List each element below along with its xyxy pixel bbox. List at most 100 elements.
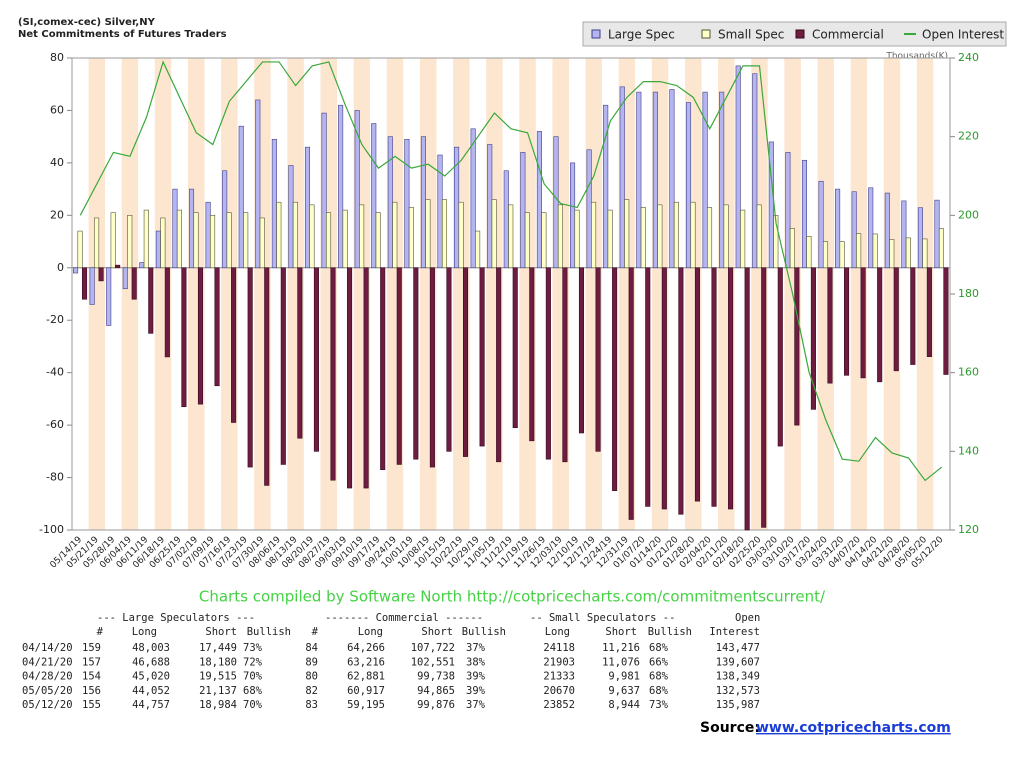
band [121,58,139,530]
bar [98,267,104,282]
bar [893,267,899,372]
y-tick-label: 40 [50,156,64,169]
table-cell: 20670 [543,685,575,697]
bar [264,267,270,486]
table-cell: 68% [649,671,669,683]
table-cell: 04/14/20 [22,642,73,654]
bar [89,267,95,305]
bar [844,267,850,376]
bar [789,228,795,269]
bar [562,267,568,463]
table-cell: 18,984 [199,699,237,711]
bar [735,65,741,269]
table-cell: 9,637 [608,685,640,697]
table-cell: 70% [243,671,263,683]
bar [404,138,410,269]
bar [292,201,298,269]
table-group: Open [735,612,760,624]
y-tick-label: -20 [46,313,64,326]
bar [342,209,348,269]
bar [860,267,866,379]
table-cell: 159 [82,642,101,654]
table-cell: 05/12/20 [22,699,73,711]
bar [441,199,448,269]
bar [106,267,112,326]
table-cell: 21,137 [199,685,237,697]
table-cell: 73% [243,642,263,654]
bar [425,199,431,269]
table-cell: 11,076 [602,656,640,668]
table-cell: 23852 [543,699,575,711]
bar [122,267,128,290]
table-cell: 66% [649,656,669,668]
bar [835,188,841,269]
bar [822,241,829,269]
bar [541,212,547,269]
bar [785,152,791,269]
table-cell: 155 [82,699,101,711]
table-cell: 157 [82,656,101,668]
bar [752,73,758,269]
band [867,58,884,530]
table-header: Interest [709,626,760,638]
bar [271,138,277,269]
bar [512,267,518,429]
bar [288,165,294,269]
table-header: Bullish [648,626,692,638]
bar [678,267,684,515]
bar [475,230,481,269]
y-tick-label: 60 [50,103,64,116]
table-cell: 72% [243,656,263,668]
table-header: # [97,626,104,638]
bar [375,212,381,269]
table-header: Long [358,626,383,638]
bar [917,207,923,269]
table-cell: 19,515 [199,671,237,683]
bar [347,267,353,489]
y-tick-label: -40 [46,366,64,379]
bar [673,201,679,269]
source-link[interactable]: www.cotpricecharts.com [756,720,951,736]
band [171,58,188,530]
bar [922,238,928,269]
bar [491,199,497,269]
legend-box [582,21,1007,47]
bar [387,136,393,269]
bar [702,91,708,269]
table-cell: 80 [305,671,318,683]
table-header: Bullish [247,626,291,638]
bar [359,204,365,269]
bar [884,192,890,269]
bar [164,267,170,358]
watermark: Charts compiled by Software North http:/… [199,588,826,606]
table-cell: 05/05/20 [22,685,73,697]
bar [524,212,530,269]
bar [297,267,303,439]
table-cell: 45,020 [132,671,170,683]
bar [363,267,369,489]
table-header: # [312,626,319,638]
bar [210,215,216,269]
bar [740,209,746,269]
y-tick-label: 20 [50,208,64,221]
bar [728,267,734,510]
legend-swatch [701,29,711,39]
bar [214,267,220,387]
bar [806,236,812,269]
bar [243,212,249,269]
bar [193,212,199,269]
bar [657,204,663,269]
band [187,58,205,530]
y2-tick-label: 180 [958,287,979,300]
table-cell: 17,449 [199,642,237,654]
bar [640,207,646,269]
bar [595,267,601,452]
bar [172,188,178,269]
bar [148,267,154,334]
bar [690,201,696,269]
bar [756,204,762,269]
bar [231,267,237,423]
band [834,58,851,530]
bar [851,191,857,269]
table-group: ------- Commercial ------ [325,612,483,624]
